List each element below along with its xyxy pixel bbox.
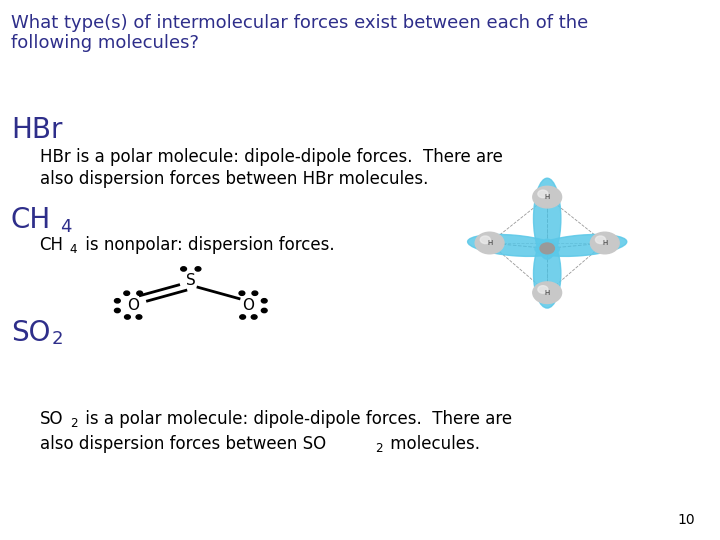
Circle shape	[261, 299, 267, 303]
Circle shape	[595, 236, 606, 244]
Circle shape	[181, 267, 186, 271]
Text: is a polar molecule: dipole-dipole forces.  There are: is a polar molecule: dipole-dipole force…	[80, 410, 512, 428]
Circle shape	[252, 291, 258, 295]
Text: also dispersion forces between SO: also dispersion forces between SO	[40, 435, 325, 453]
Circle shape	[261, 308, 267, 313]
Text: H: H	[544, 289, 550, 296]
Text: SO: SO	[11, 319, 50, 347]
Circle shape	[114, 299, 120, 303]
Text: SO: SO	[40, 410, 63, 428]
Text: H: H	[487, 240, 492, 246]
Circle shape	[114, 308, 120, 313]
Text: 4: 4	[70, 243, 77, 256]
Ellipse shape	[467, 234, 559, 256]
Text: 2: 2	[52, 330, 63, 348]
Ellipse shape	[534, 239, 561, 308]
Circle shape	[239, 291, 245, 295]
Circle shape	[137, 291, 143, 295]
Circle shape	[533, 186, 562, 208]
Ellipse shape	[535, 234, 627, 256]
Text: CH: CH	[40, 236, 63, 254]
Text: O: O	[243, 298, 254, 313]
Circle shape	[475, 232, 504, 254]
Text: H: H	[602, 240, 608, 246]
Text: 2: 2	[70, 417, 78, 430]
Text: S: S	[186, 273, 196, 288]
Text: is nonpolar: dispersion forces.: is nonpolar: dispersion forces.	[80, 236, 335, 254]
Text: 4: 4	[60, 218, 71, 236]
Text: H: H	[544, 194, 550, 200]
Circle shape	[124, 291, 130, 295]
Circle shape	[240, 315, 246, 319]
Text: HBr: HBr	[11, 116, 63, 144]
Text: molecules.: molecules.	[385, 435, 480, 453]
Text: 10: 10	[678, 512, 695, 526]
Circle shape	[538, 190, 548, 198]
Circle shape	[125, 315, 130, 319]
Text: 2: 2	[375, 442, 383, 455]
Ellipse shape	[534, 178, 561, 259]
Text: What type(s) of intermolecular forces exist between each of the
following molecu: What type(s) of intermolecular forces ex…	[11, 14, 588, 52]
Circle shape	[538, 286, 548, 293]
Circle shape	[480, 236, 490, 244]
Circle shape	[195, 267, 201, 271]
Circle shape	[540, 243, 554, 254]
Circle shape	[251, 315, 257, 319]
Text: CH: CH	[11, 206, 51, 234]
Text: also dispersion forces between HBr molecules.: also dispersion forces between HBr molec…	[40, 170, 428, 188]
Circle shape	[590, 232, 619, 254]
Text: HBr is a polar molecule: dipole-dipole forces.  There are: HBr is a polar molecule: dipole-dipole f…	[40, 148, 503, 166]
Circle shape	[533, 282, 562, 303]
Circle shape	[136, 315, 142, 319]
Text: O: O	[127, 298, 139, 313]
